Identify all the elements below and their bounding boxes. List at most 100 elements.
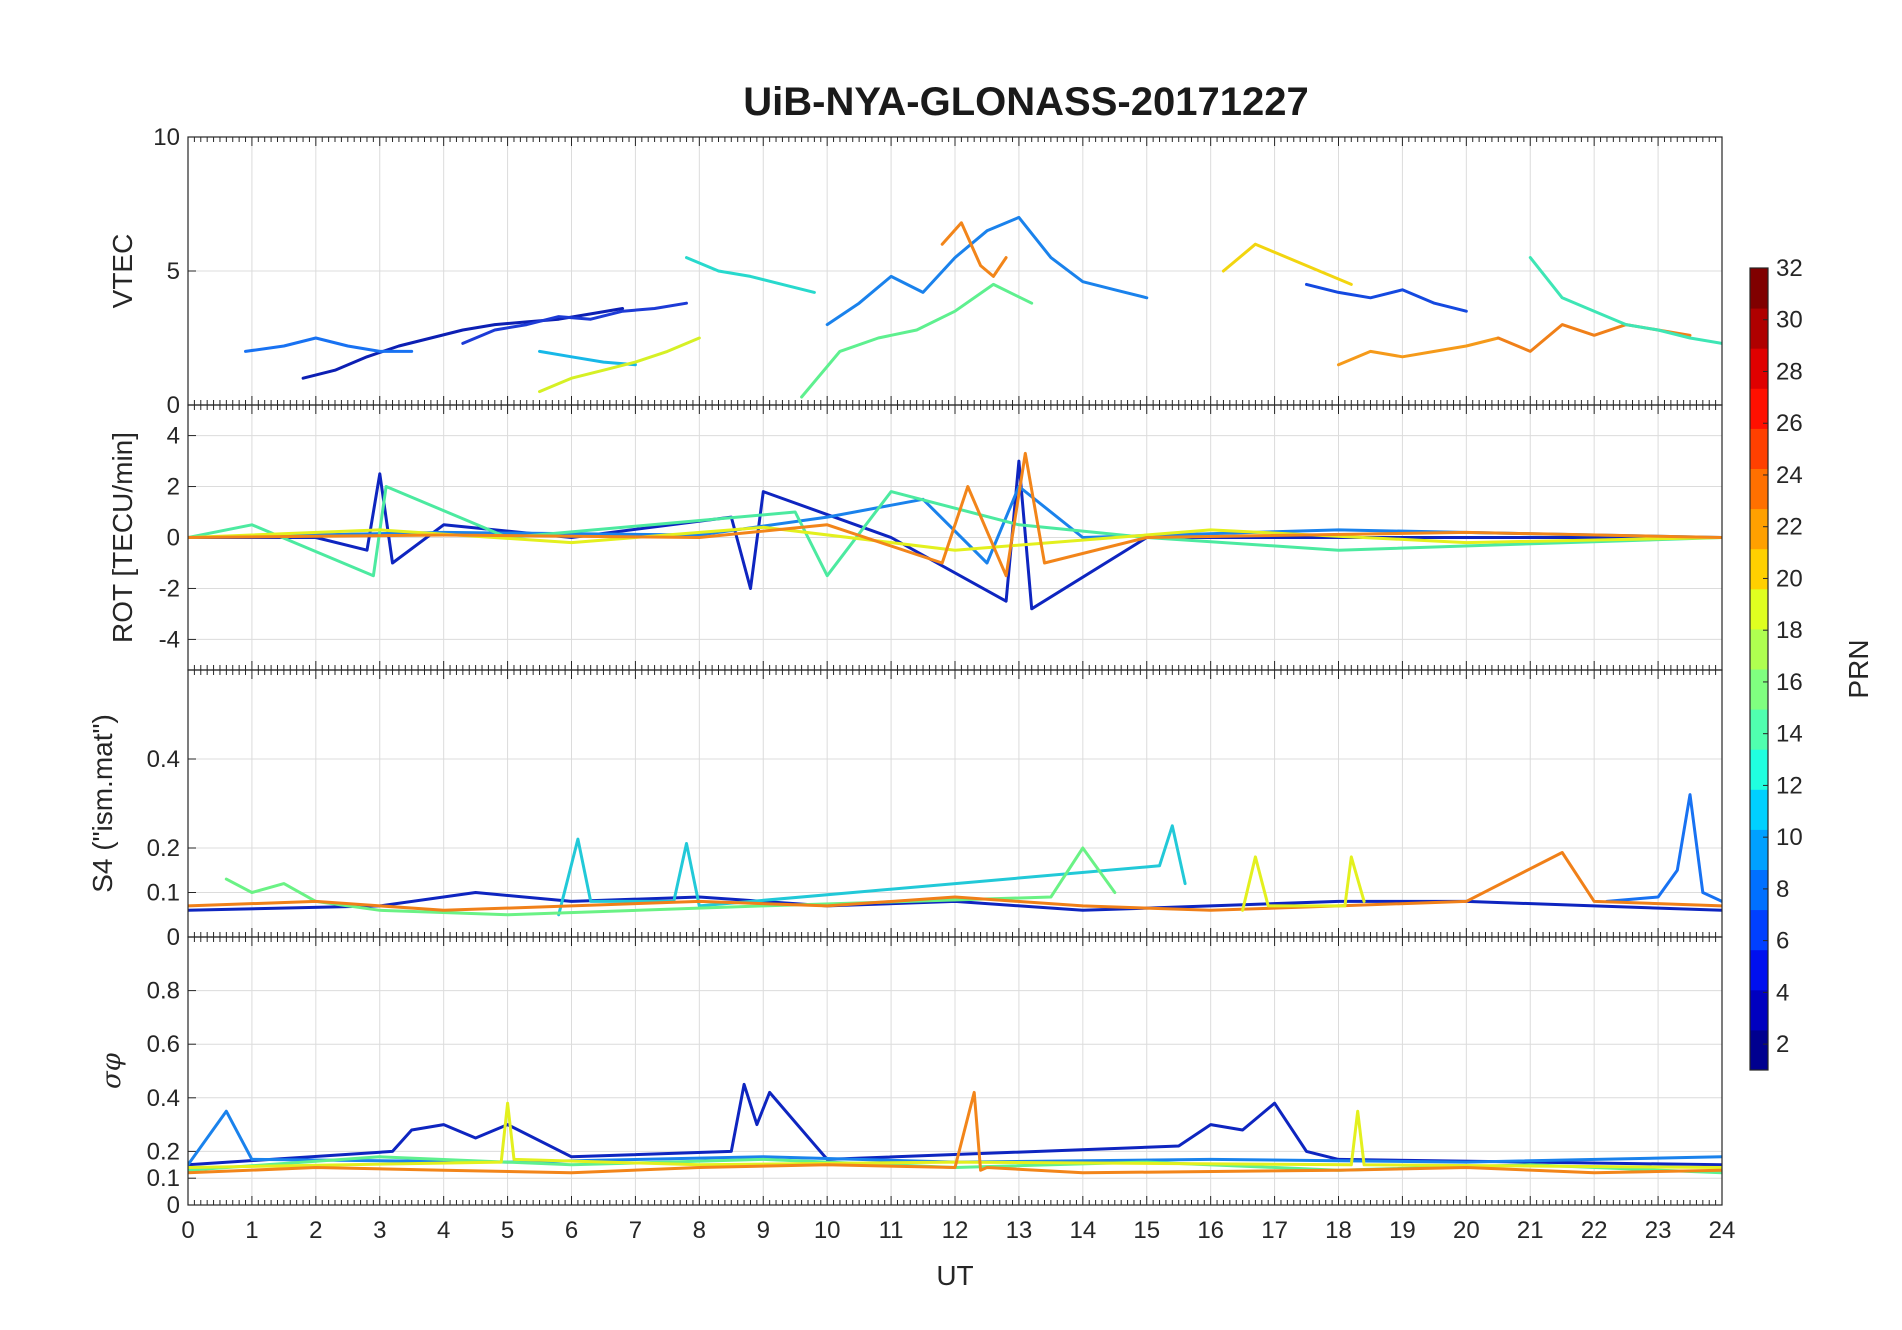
- colorbar-segment: [1750, 388, 1768, 429]
- x-tick-label: 16: [1197, 1217, 1224, 1244]
- x-tick-label: 14: [1069, 1217, 1096, 1244]
- x-tick-label: 22: [1581, 1217, 1608, 1244]
- colorbar-segment: [1750, 749, 1768, 790]
- colorbar-segment: [1750, 909, 1768, 951]
- panel-2: -4 -2 0 2 4 ROT [TECU/min]: [107, 404, 1723, 671]
- y-tick-label: 0.2: [147, 1138, 180, 1165]
- series-group: [188, 1082, 1722, 1175]
- y-axis-label: S4 ("ism.mat"): [87, 714, 118, 893]
- y-tick-label: 0.2: [147, 835, 180, 862]
- y-tick-label: -2: [159, 575, 180, 602]
- series-group: [244, 215, 1722, 399]
- series-line-prn-20: [1241, 855, 1366, 912]
- series-line-prn-5: [461, 301, 688, 345]
- axis-box: [187, 936, 1723, 1206]
- y-axis-label: VTEC: [107, 234, 138, 309]
- panel-1: 0 5 10 VTEC: [107, 124, 1723, 419]
- colorbar-tick-label: 18: [1776, 617, 1803, 644]
- y-tick-label: 0.4: [147, 1085, 180, 1112]
- colorbar-label: PRN: [1843, 639, 1874, 698]
- y-tick-label: 10: [153, 124, 180, 151]
- series-line-prn-11: [538, 349, 637, 367]
- y-tick-label: 0.4: [147, 746, 180, 773]
- x-tick-label: 0: [181, 1217, 194, 1244]
- series-line-prn-3: [188, 459, 1722, 611]
- colorbar-tick-label: 22: [1776, 514, 1803, 541]
- y-tick-label: 4: [167, 423, 180, 450]
- x-tick-label: 12: [942, 1217, 969, 1244]
- series-group: [188, 451, 1722, 611]
- colorbar-segment: [1750, 428, 1768, 469]
- colorbar-tick-label: 8: [1776, 876, 1789, 903]
- series-line-prn-20: [188, 525, 1722, 552]
- colorbar-segment: [1750, 949, 1768, 991]
- y-tick-label: 0: [167, 1192, 180, 1219]
- colorbar-tick-label: 26: [1776, 410, 1803, 437]
- series-line-prn-24: [188, 1090, 1722, 1175]
- series-line-prn-24: [188, 451, 1722, 578]
- colorbar-tick-label: 14: [1776, 721, 1803, 748]
- colorbar-tick-label: 24: [1776, 462, 1803, 489]
- y-tick-label: 0: [167, 525, 180, 552]
- colorbar-tick-label: 2: [1776, 1031, 1789, 1058]
- y-tick-label: 5: [167, 258, 180, 285]
- y-tick-label: 0.6: [147, 1031, 180, 1058]
- series-line-prn-12: [557, 824, 1187, 917]
- y-axis-label: ROT [TECU/min]: [107, 432, 138, 643]
- x-tick-label: 7: [629, 1217, 642, 1244]
- x-tick-label: 23: [1645, 1217, 1672, 1244]
- series-line-prn-24: [940, 221, 1008, 278]
- y-tick-label: 0: [167, 392, 180, 419]
- x-tick-label: 8: [693, 1217, 706, 1244]
- x-tick-label: 3: [373, 1217, 386, 1244]
- colorbar-segment: [1750, 308, 1768, 349]
- y-axis-label: σφ: [97, 1052, 127, 1089]
- colorbar-segment: [1750, 588, 1768, 630]
- colorbar-segment: [1750, 789, 1768, 830]
- series-line-prn-8: [1605, 793, 1722, 903]
- y-tick-label: 0.8: [147, 978, 180, 1005]
- x-tick-label: 2: [309, 1217, 322, 1244]
- chart-title: UiB-NYA-GLONASS-20171227: [743, 80, 1308, 124]
- series-line-prn-21: [1221, 242, 1353, 286]
- x-tick-label: 21: [1517, 1217, 1544, 1244]
- y-tick-label: 0: [167, 924, 180, 951]
- series-line-prn-23: [1337, 336, 1500, 367]
- x-axis-label: UT: [936, 1260, 973, 1291]
- series-line-prn-16: [224, 846, 1117, 917]
- x-tick-label: 17: [1261, 1217, 1288, 1244]
- series-line-prn-16: [800, 282, 1034, 399]
- y-tick-label: 0.1: [147, 1165, 180, 1192]
- x-tick-label: 20: [1453, 1217, 1480, 1244]
- x-tick-label: 6: [565, 1217, 578, 1244]
- x-tick-label: 10: [814, 1217, 841, 1244]
- colorbar-segment: [1750, 628, 1768, 670]
- colorbar-segment: [1750, 548, 1768, 590]
- y-tick-label: 0.1: [147, 880, 180, 907]
- series-line-prn-8: [244, 336, 414, 353]
- x-tick-label: 1: [245, 1217, 258, 1244]
- x-tick-label: 11: [879, 1217, 904, 1244]
- colorbar-tick-label: 16: [1776, 669, 1803, 696]
- x-tick-label: 5: [501, 1217, 514, 1244]
- colorbar-tick-label: 10: [1776, 824, 1803, 851]
- series-line-prn-2: [188, 1082, 1722, 1167]
- series-line-prn-19: [538, 336, 701, 394]
- y-tick-label: -4: [159, 626, 180, 653]
- x-tick-label: 4: [437, 1217, 450, 1244]
- colorbar-tick-label: 12: [1776, 772, 1803, 799]
- series-group: [188, 793, 1722, 917]
- series-line-prn-22: [188, 851, 1722, 912]
- x-tick-label: 24: [1709, 1217, 1736, 1244]
- colorbar-frame: [1749, 267, 1769, 1071]
- colorbar-tick-label: 32: [1776, 255, 1803, 282]
- colorbar-tick-label: 30: [1776, 307, 1803, 334]
- series-line-prn-9: [825, 215, 1149, 327]
- colorbar-segment: [1750, 829, 1768, 870]
- x-tick-label: 13: [1006, 1217, 1033, 1244]
- colorbar-segment: [1750, 869, 1768, 911]
- colorbar-tick-label: 6: [1776, 928, 1789, 955]
- colorbar-segment: [1750, 709, 1768, 750]
